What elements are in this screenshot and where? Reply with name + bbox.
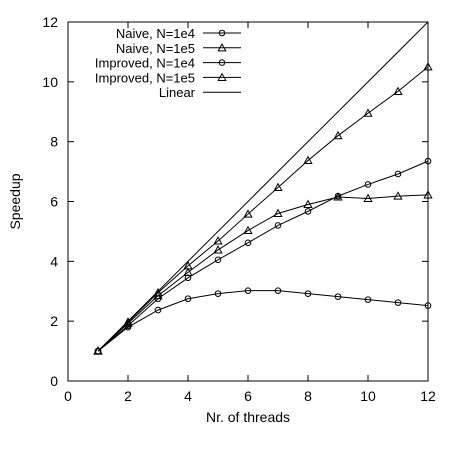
data-point [333, 192, 343, 201]
y-tick-label: 0 [50, 373, 58, 389]
plot-lines [97, 21, 429, 352]
data-point [214, 290, 222, 297]
x-tick-label: 12 [420, 388, 436, 404]
data-point [213, 236, 223, 245]
data-point [184, 295, 192, 303]
data-point [214, 256, 222, 264]
data-point [123, 317, 133, 326]
legend-label: Improved, N=1e4 [95, 56, 195, 71]
legend-marker [217, 42, 227, 52]
data-point [393, 86, 403, 95]
y-tick-label: 12 [42, 14, 58, 30]
x-tick-label: 6 [244, 388, 252, 404]
y-tick-label: 2 [50, 313, 58, 329]
data-point [363, 108, 373, 117]
y-axis-label: Speedup [7, 173, 23, 229]
legend-marker [218, 29, 226, 37]
data-point [153, 290, 163, 300]
data-point [304, 290, 312, 297]
data-point [124, 322, 132, 329]
series-line-0 [97, 290, 429, 352]
x-tick-label: 10 [360, 388, 376, 404]
data-point [273, 182, 283, 191]
x-tick-label: 8 [304, 388, 312, 404]
y-tick-label: 6 [50, 194, 58, 210]
data-point [393, 191, 403, 200]
y-tick-label: 10 [42, 74, 58, 90]
legend-marker [217, 72, 227, 81]
legend-label: Improved, N=1e5 [95, 70, 195, 85]
series-line-2 [97, 160, 429, 352]
data-point [243, 209, 253, 218]
x-axis-label: Nr. of threads [206, 409, 290, 425]
legend-label: Linear [159, 85, 196, 100]
legend-label: Naive, N=1e5 [116, 41, 195, 56]
data-point [244, 287, 252, 294]
data-point [213, 245, 223, 254]
data-point [333, 130, 343, 140]
data-point [183, 267, 193, 276]
series-line-4 [97, 21, 429, 352]
legend-label: Naive, N=1e4 [116, 26, 195, 41]
data-point [364, 296, 372, 303]
series-line-1 [97, 66, 429, 352]
data-point [273, 208, 283, 218]
axis-ticks: 0 2 4 6 8 10 12 0 2 4 6 8 10 12 [42, 14, 436, 404]
series-line-3 [97, 194, 429, 352]
x-tick-label: 2 [124, 388, 132, 404]
data-point [123, 318, 133, 327]
y-tick-label: 8 [50, 134, 58, 150]
plot-markers [93, 62, 433, 355]
data-point [394, 170, 402, 178]
data-point [304, 208, 312, 215]
data-point [243, 225, 253, 235]
data-point [363, 193, 373, 203]
data-point [303, 155, 313, 165]
x-tick-label: 0 [64, 388, 72, 404]
data-point [303, 199, 313, 209]
data-point [244, 239, 252, 247]
data-point [334, 293, 342, 300]
data-point [274, 287, 282, 294]
y-tick-label: 4 [50, 253, 58, 269]
data-point [274, 222, 282, 229]
data-point [154, 306, 162, 314]
legend-marker [218, 59, 226, 66]
data-point [93, 346, 103, 355]
data-point [394, 299, 402, 306]
x-tick-label: 4 [184, 388, 192, 404]
data-point [364, 181, 372, 188]
